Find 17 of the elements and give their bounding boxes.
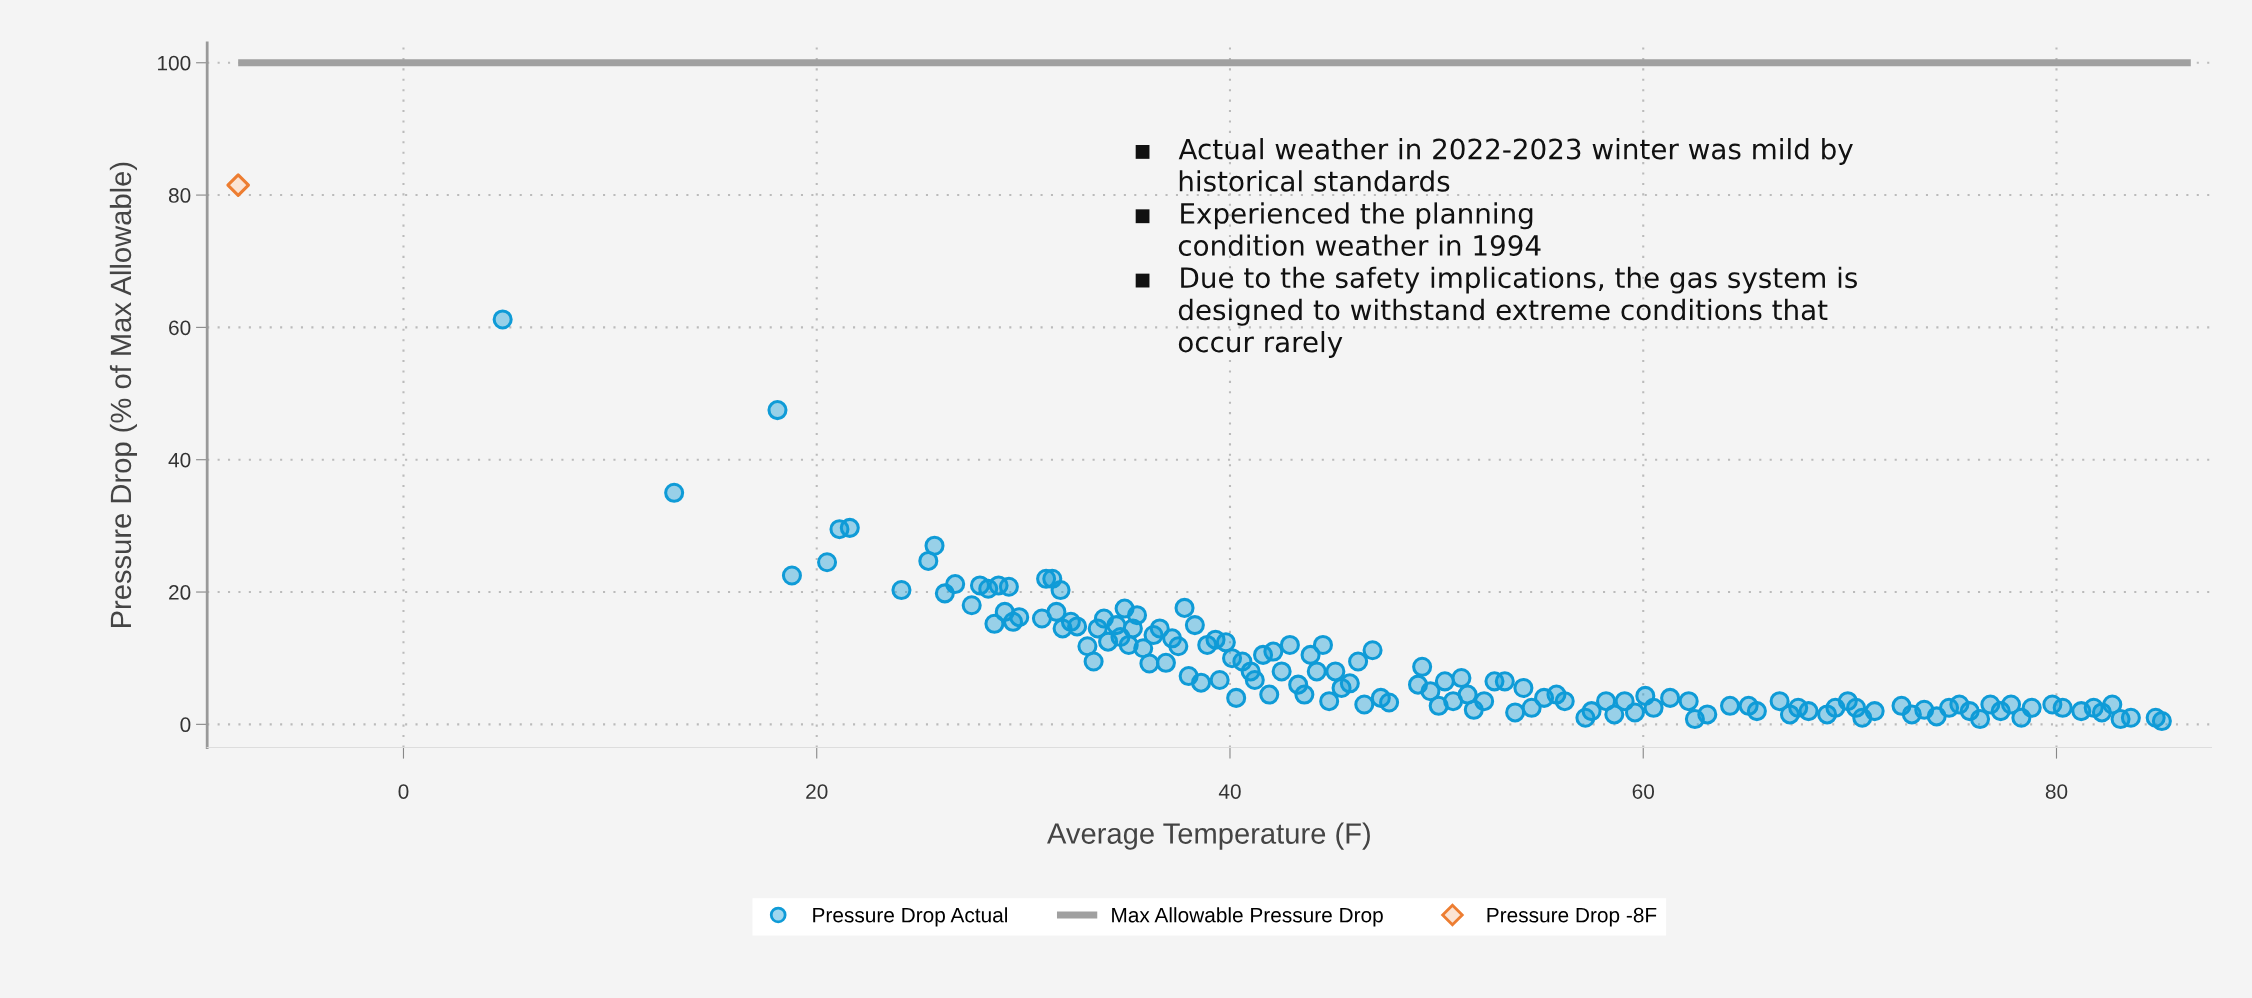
annotation: ▪ Actual weather in 2022-2023 winter was mild by historical standards ▪ Experienced the planning condition weather in 1994 ▪ Due to the safety implications, the gas system is designed to withstand extreme conditions that occur rarely (1135, 138, 1857, 358)
x-axis-title: Average Temperature (F) (1047, 822, 1370, 850)
y-tick-label: 60 (169, 320, 191, 336)
legend-label: Pressure Drop Actual (813, 907, 1007, 927)
y-tick-label: 80 (168, 188, 191, 203)
x-tick-label: 20 (806, 784, 828, 799)
legend-label: Pressure Drop -8F (1487, 907, 1657, 927)
x-tick-label: 0 (398, 784, 409, 799)
x-tick-label: 80 (2045, 784, 2068, 799)
x-tick-label: 60 (1632, 784, 1655, 799)
y-tick-label: 100 (158, 55, 191, 71)
y-tick-label: 0 (180, 717, 191, 733)
x-tick-label: 40 (1218, 784, 1241, 799)
legend-label: Max Allowable Pressure Drop (1112, 907, 1383, 927)
y-tick-label: 20 (169, 585, 191, 600)
y-axis-title: Pressure Drop (% of Max Allowable) (109, 162, 138, 628)
y-tick-label: 40 (168, 452, 191, 468)
